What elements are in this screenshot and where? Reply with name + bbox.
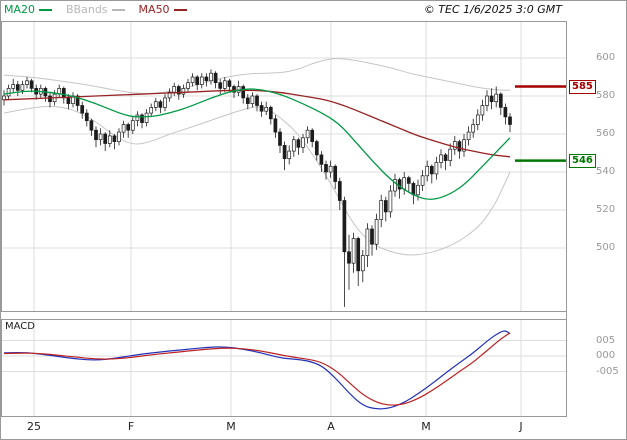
ma20-line-swatch-icon [39, 8, 53, 11]
ma20-line [3, 88, 511, 200]
price-tick-label: 560 [596, 128, 616, 139]
bbands-line-swatch-icon [111, 8, 125, 11]
macd-pane-frame [1, 319, 567, 417]
level-label-585: 585 [569, 79, 596, 94]
price-tick-label: 520 [596, 204, 616, 215]
macd-tick-label: -005 [596, 365, 619, 377]
macd-tick-label: 005 [596, 334, 616, 346]
bollinger-upper-line [3, 58, 510, 94]
price-tick-label: 580 [596, 90, 616, 101]
price-tick-label: 500 [596, 242, 616, 253]
candles [2, 69, 512, 307]
month-label: J [519, 420, 523, 433]
bollinger-lower-line [3, 105, 511, 256]
copyright-text: © TEC 1/6/2025 3:0 GMT [423, 3, 562, 16]
legend: MA20 BBands MA50 [4, 3, 187, 16]
price-pane-frame [1, 21, 567, 312]
macd-tick-label: 000 [596, 350, 616, 361]
month-label: M [226, 420, 236, 433]
legend-item-bbands: BBands [66, 3, 125, 16]
signal-line [3, 332, 511, 406]
legend-bbands-label: BBands [66, 3, 108, 16]
month-label: F [127, 420, 135, 433]
month-label: M [421, 420, 431, 433]
legend-item-ma50: MA50 [139, 3, 187, 16]
grid-lines [1, 21, 566, 416]
ma50-line-swatch-icon [173, 8, 187, 11]
ma50-line [3, 89, 511, 158]
level-label-546: 546 [569, 153, 596, 168]
price-tick-label: 600 [596, 52, 616, 63]
macd-line [3, 330, 511, 410]
price-tick-label: 540 [596, 166, 616, 177]
month-label: 25 [27, 420, 41, 433]
legend-item-ma20: MA20 [4, 3, 53, 16]
legend-ma50-label: MA50 [138, 3, 170, 16]
month-label: A [327, 420, 335, 433]
macd-panel-title: MACD [5, 321, 35, 332]
legend-ma20-label: MA20 [4, 3, 36, 16]
